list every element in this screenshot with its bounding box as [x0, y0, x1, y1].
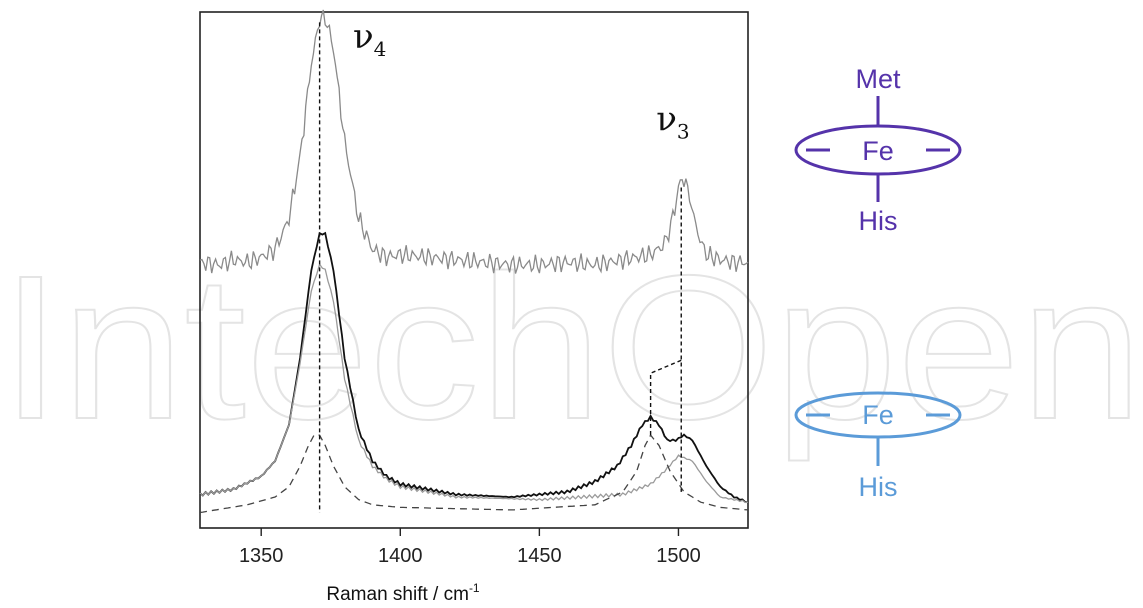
ticks-layer: 1350 1400 1450 1500: [239, 528, 701, 567]
x-tick-label-1350: 1350: [239, 545, 284, 567]
x-axis-title: Raman shift / cm-1: [326, 581, 480, 605]
series-0-line: [199, 9, 749, 274]
annotation-layer: ν4 ν3: [353, 17, 690, 144]
series-1-line: [199, 231, 749, 504]
guide-v3-shift-line: [649, 359, 682, 436]
x-tick-label-1400: 1400: [378, 545, 423, 567]
series-3-line: [199, 433, 749, 514]
guides-layer: [318, 22, 682, 513]
peak-label-4: ν4: [353, 17, 386, 61]
peak-label-sub-4: 4: [374, 37, 387, 61]
schematic-1-top-label: Met: [855, 64, 901, 94]
peak-label-sub-3: 3: [677, 120, 690, 144]
peak-label-3: ν3: [656, 100, 689, 144]
schematic-1-center-label: Fe: [862, 136, 894, 166]
schematic-met-fe-his: Met Fe His: [794, 64, 962, 236]
x-axis-title-text: Raman shift / cm: [326, 584, 469, 605]
series-layer: [199, 9, 749, 514]
schematic-1-bottom-label: His: [859, 206, 898, 236]
schematic-fe-his: Fe His: [794, 391, 962, 502]
x-axis-title-unit-sup: -1: [469, 581, 480, 595]
schematic-2-bottom-label: His: [859, 472, 898, 502]
plot-frame: [199, 11, 749, 529]
plot-border: [199, 11, 749, 529]
x-tick-label-1500: 1500: [656, 545, 701, 567]
series-2-line: [199, 262, 749, 504]
x-tick-label-1450: 1450: [517, 545, 562, 567]
schematic-2-center-label: Fe: [862, 400, 894, 430]
